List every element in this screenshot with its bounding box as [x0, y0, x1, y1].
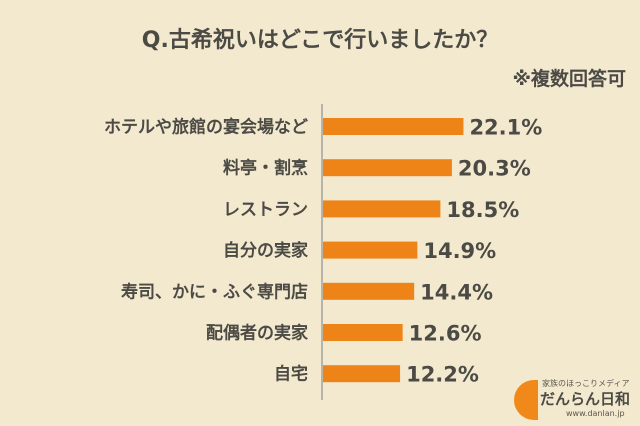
category-label: ホテルや旅館の宴会場など — [104, 117, 308, 138]
category-label: 料亭・割烹 — [223, 158, 308, 179]
logo-mark-icon — [514, 380, 538, 420]
bar — [322, 365, 401, 383]
value-label: 12.2% — [406, 363, 479, 387]
logo-tagline: 家族のほっこりメディア — [542, 379, 630, 388]
logo: 家族のほっこりメディア だんらん日和 www.danlan.jp — [512, 372, 636, 424]
logo-url: www.danlan.jp — [566, 409, 625, 418]
value-label: 22.1% — [469, 116, 542, 140]
bar — [322, 324, 403, 341]
value-label: 12.6% — [409, 322, 482, 346]
multiple-answer-note: ※複数回答可 — [512, 68, 626, 90]
category-label: 自宅 — [274, 364, 308, 385]
bar — [322, 200, 441, 218]
category-label: レストラン — [223, 200, 308, 220]
bar — [322, 282, 415, 300]
bar — [322, 159, 452, 177]
value-label: 20.3% — [458, 157, 531, 181]
value-label: 14.4% — [420, 280, 493, 304]
bar — [322, 241, 418, 259]
category-label: 自分の実家 — [223, 240, 308, 261]
logo-name: だんらん日和 — [540, 390, 631, 408]
category-label: 寿司、かに・ふぐ専門店 — [121, 281, 308, 302]
value-label: 18.5% — [446, 198, 519, 222]
value-label: 14.9% — [423, 239, 496, 263]
chart-title: Q.古希祝いはどこで行いましたか？ — [141, 28, 499, 53]
bar — [322, 118, 464, 135]
category-label: 配偶者の実家 — [206, 323, 308, 344]
